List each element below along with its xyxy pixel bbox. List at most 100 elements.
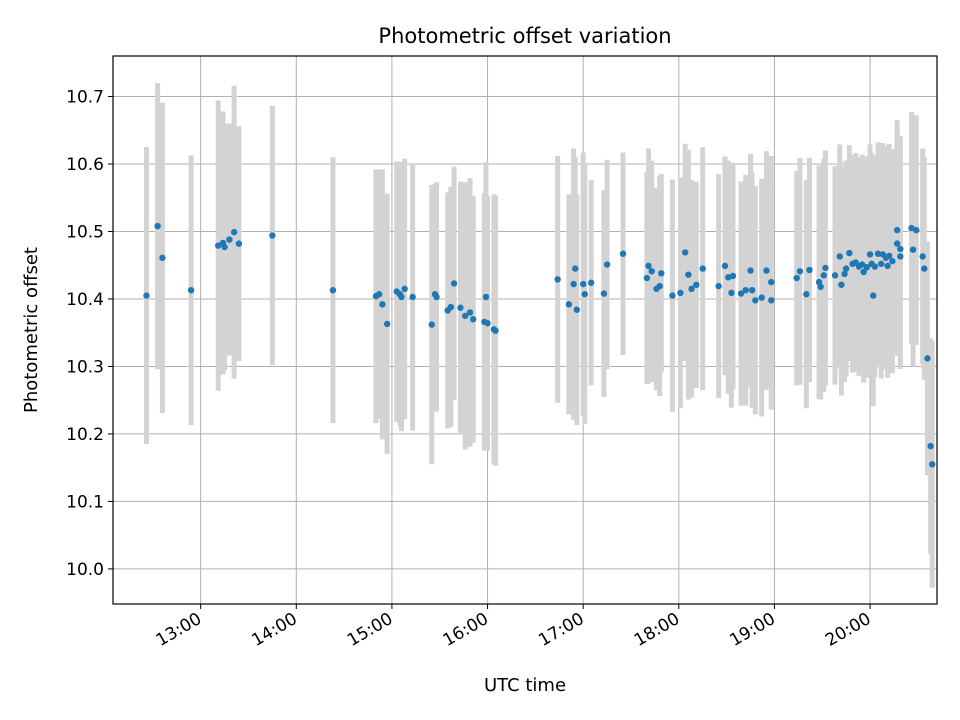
data-point [226, 236, 233, 243]
data-point [763, 267, 770, 274]
data-point [728, 289, 735, 297]
data-point [658, 270, 665, 277]
data-point [457, 304, 464, 311]
data-point [603, 261, 611, 268]
data-point [619, 250, 627, 257]
data-point [924, 355, 931, 362]
data-point [748, 286, 756, 294]
y-tick-label: 10.1 [66, 492, 104, 512]
y-tick-label: 10.2 [66, 425, 104, 445]
data-point [693, 281, 700, 288]
data-points [143, 222, 936, 468]
data-point [159, 254, 166, 261]
data-point [470, 316, 477, 323]
y-tick-label: 10.7 [66, 87, 104, 107]
y-axis-label: Photometric offset [21, 247, 42, 413]
data-point [831, 272, 839, 279]
gridlines [113, 56, 937, 604]
data-point [379, 301, 386, 308]
data-point [433, 293, 440, 301]
data-point [572, 265, 579, 272]
data-point [836, 253, 843, 260]
data-point [768, 278, 775, 286]
data-point [768, 297, 775, 304]
y-tick-label: 10.6 [66, 155, 104, 175]
data-point [927, 442, 934, 450]
data-point [884, 262, 891, 270]
data-point [645, 262, 652, 270]
data-point [885, 252, 893, 259]
y-tick-label: 10.4 [66, 290, 104, 310]
data-point [752, 297, 759, 304]
data-point [913, 226, 920, 234]
data-point [860, 268, 867, 276]
data-point [600, 290, 608, 297]
data-point [817, 283, 824, 291]
data-point [482, 293, 490, 301]
data-point [871, 263, 879, 270]
data-point [870, 292, 877, 299]
data-point [874, 250, 882, 257]
data-point [863, 264, 871, 271]
data-point [793, 274, 800, 282]
data-point [230, 228, 238, 236]
data-point [579, 280, 587, 288]
data-point [803, 291, 810, 298]
data-point [929, 461, 936, 468]
data-point [648, 268, 655, 275]
data-point [858, 261, 866, 268]
data-point [187, 286, 195, 294]
data-point [919, 253, 926, 260]
data-point [681, 249, 689, 256]
data-point [269, 232, 276, 239]
data-point [669, 292, 676, 299]
y-tick-label: 10.3 [66, 357, 104, 377]
data-point [699, 265, 706, 272]
data-point [747, 267, 754, 274]
data-point [554, 276, 561, 283]
data-point [806, 266, 813, 274]
data-point [643, 274, 651, 282]
data-point [447, 303, 455, 311]
data-point [154, 222, 161, 230]
data-point [908, 224, 915, 232]
data-point [796, 268, 804, 275]
x-axis-label: UTC time [484, 675, 566, 696]
chart-title: Photometric offset variation [378, 24, 671, 48]
data-point [841, 270, 848, 278]
data-point [758, 294, 765, 301]
data-point [143, 292, 150, 299]
data-point [466, 309, 474, 316]
data-point [897, 245, 904, 253]
data-point [893, 226, 901, 234]
data-point [484, 320, 491, 327]
data-point [221, 243, 228, 251]
data-point [685, 271, 692, 278]
data-point [677, 289, 684, 297]
data-point [398, 293, 405, 301]
data-point [409, 293, 416, 301]
data-point [842, 265, 850, 272]
data-point [235, 240, 243, 247]
y-axis: 10.0 10.1 10.2 10.3 10.4 10.5 10.6 10.7 [66, 87, 113, 580]
y-tick-label: 10.0 [66, 560, 104, 580]
data-point [822, 264, 829, 272]
data-point [721, 262, 729, 270]
data-point [866, 251, 874, 258]
data-point [846, 249, 853, 257]
data-point [581, 291, 588, 298]
data-point [715, 282, 722, 290]
data-point [383, 320, 391, 328]
data-point [889, 257, 896, 265]
data-point [329, 286, 337, 294]
data-point [878, 260, 885, 268]
data-point [573, 306, 580, 313]
data-point [587, 279, 595, 286]
data-point [921, 265, 928, 272]
data-point [742, 286, 749, 294]
y-tick-label: 10.5 [66, 222, 104, 242]
data-point [450, 280, 458, 287]
data-point [565, 301, 573, 308]
data-point [401, 285, 408, 293]
